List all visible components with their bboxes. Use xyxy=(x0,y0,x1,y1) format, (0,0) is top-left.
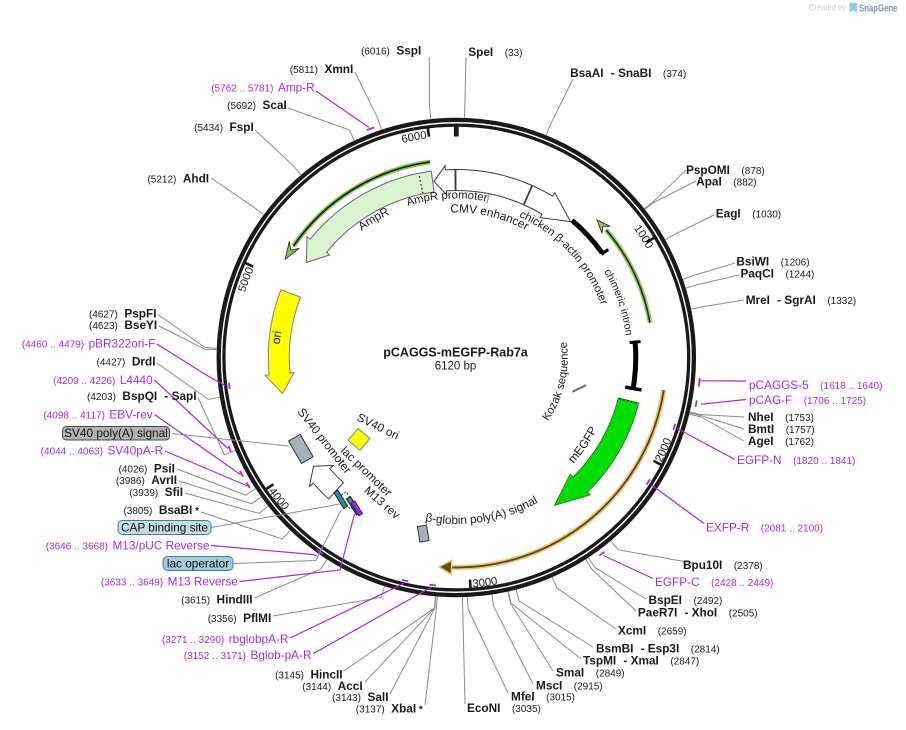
svg-text:BsaAI - SnaBI(374): BsaAI - SnaBI (374) xyxy=(570,66,686,80)
svg-text:(5762 .. 5781)Amp-R: (5762 .. 5781) Amp-R xyxy=(211,81,314,95)
svg-text:EXFP-R(2081 .. 2100): EXFP-R (2081 .. 2100) xyxy=(706,521,823,535)
svg-text:(3939)SfiI: (3939) SfiI xyxy=(129,485,183,499)
svg-text:ori: ori xyxy=(269,330,284,345)
svg-text:pCAGGS-mEGFP-Rab7a: pCAGGS-mEGFP-Rab7a xyxy=(383,346,529,360)
svg-text:MreI - SgrAI(1332): MreI - SgrAI (1332) xyxy=(746,293,857,307)
svg-text:3000: 3000 xyxy=(472,575,498,590)
svg-text:PspOMI(878): PspOMI (878) xyxy=(686,163,765,177)
svg-text:lac operator: lac operator xyxy=(167,557,229,571)
svg-text:(4026)PsiI: (4026) PsiI xyxy=(118,461,174,475)
svg-text:(3646 .. 3668)M13/pUC Reverse: (3646 .. 3668) M13/pUC Reverse xyxy=(46,539,210,553)
svg-text:6000: 6000 xyxy=(400,130,427,147)
svg-text:Created by: Created by xyxy=(809,3,846,14)
svg-text:EGFP-N(1820 .. 1841): EGFP-N (1820 .. 1841) xyxy=(737,453,855,467)
svg-text:(4044 .. 4063)SV40pA-R: (4044 .. 4063) SV40pA-R xyxy=(41,444,164,458)
svg-text:(4203)BspQI - SapI: (4203) BspQI - SapI xyxy=(87,389,196,403)
svg-text:(4209 .. 4226)L4440: (4209 .. 4226) L4440 xyxy=(53,373,153,387)
svg-text:6120 bp: 6120 bp xyxy=(435,361,477,373)
svg-text:(3805)BsaBI *: (3805) BsaBI * xyxy=(123,503,199,517)
svg-text:(4098 .. 4117)EBV-rev: (4098 .. 4117) EBV-rev xyxy=(43,407,152,421)
svg-text:EGFP-C(2428 .. 2449): EGFP-C (2428 .. 2449) xyxy=(655,575,773,589)
svg-text:PaeR7I - XhoI(2505): PaeR7I - XhoI (2505) xyxy=(638,606,758,620)
svg-text:(3615)HindIII: (3615) HindIII xyxy=(181,593,252,607)
svg-text:CAP binding site: CAP binding site xyxy=(121,521,208,535)
svg-text:(4460 .. 4479)pBR322ori-F: (4460 .. 4479) pBR322ori-F xyxy=(22,337,156,351)
svg-text:TspMI - XmaI(2847): TspMI - XmaI (2847) xyxy=(583,654,699,668)
svg-text:SV40 poly(A) signal: SV40 poly(A) signal xyxy=(64,426,168,440)
svg-text:pCAG-F(1706 .. 1725): pCAG-F (1706 .. 1725) xyxy=(749,393,866,407)
svg-text:(3633 .. 3649)M13 Reverse: (3633 .. 3649) M13 Reverse xyxy=(101,575,238,589)
svg-text:SnapGene: SnapGene xyxy=(859,3,898,15)
svg-text:(3143)SalI: (3143) SalI xyxy=(332,690,388,704)
